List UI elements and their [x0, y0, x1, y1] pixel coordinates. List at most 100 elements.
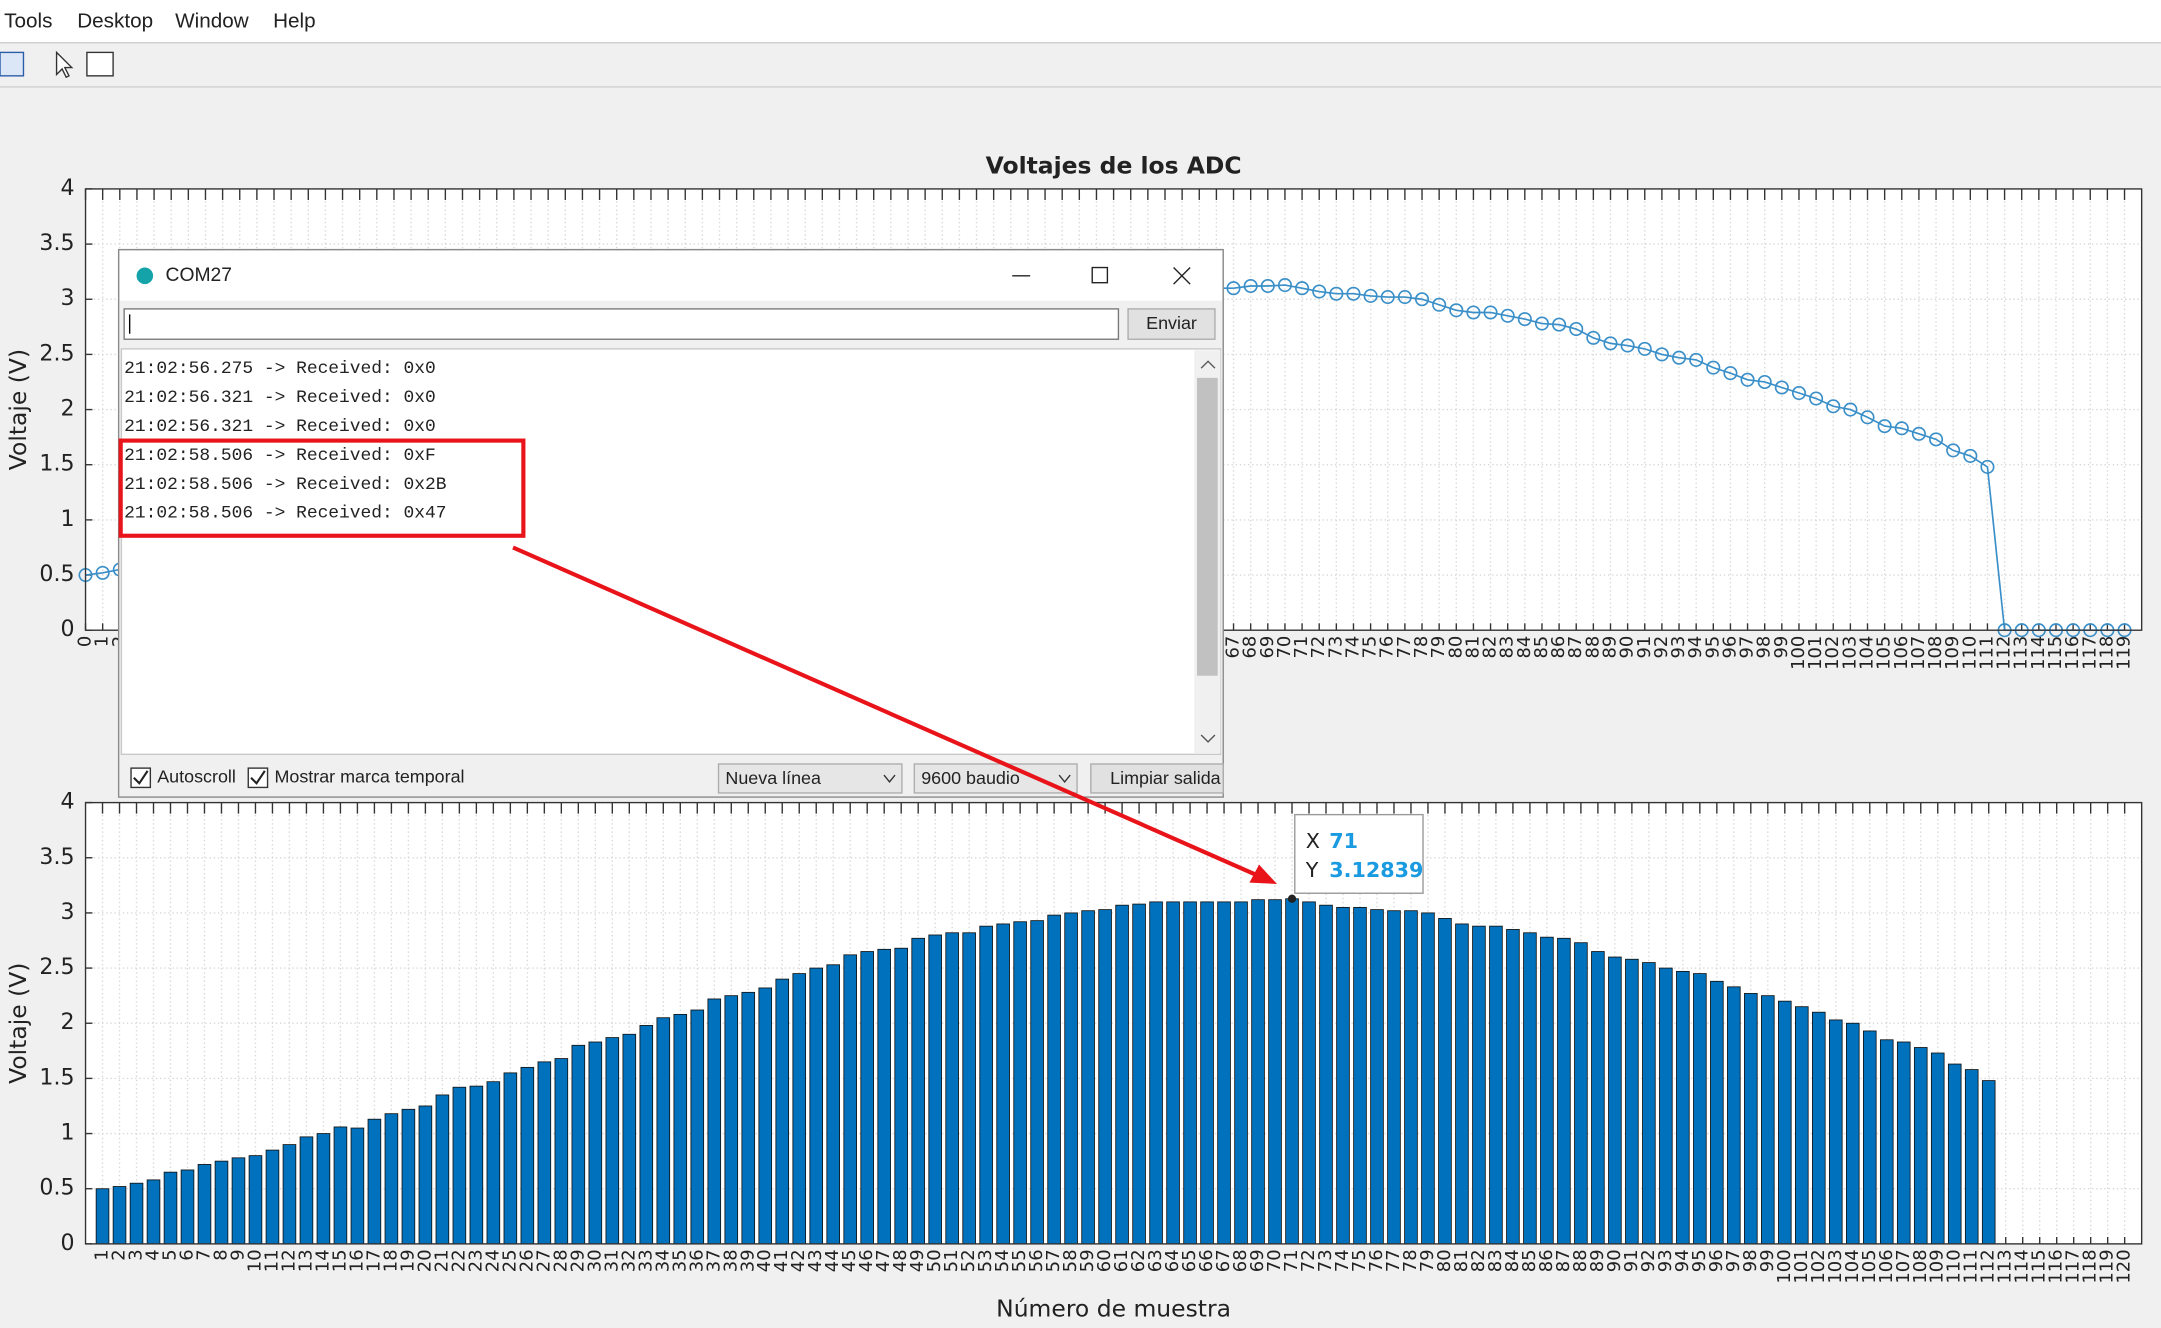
- x-tick-label: 21: [431, 1249, 452, 1272]
- x-tick-label: 71: [1281, 1249, 1302, 1272]
- marker: [1740, 372, 1755, 387]
- x-tick-label: 86: [1536, 1249, 1557, 1272]
- bar: [1149, 901, 1163, 1245]
- x-tick-label: 114: [2028, 636, 2049, 670]
- checkbox-label[interactable]: Autoscroll: [157, 767, 236, 787]
- bar: [163, 1171, 178, 1245]
- x-tick-label: 114: [2012, 1249, 2033, 1283]
- x-tick-label: 43: [805, 1249, 826, 1272]
- bar: [1455, 923, 1469, 1245]
- bar: [690, 1009, 705, 1245]
- marker: [1449, 303, 1464, 318]
- tool-icon[interactable]: [55, 50, 74, 79]
- x-tick-label: 76: [1366, 1249, 1387, 1272]
- scroll-up[interactable]: [1200, 360, 1216, 369]
- send-button[interactable]: [1127, 308, 1216, 340]
- input-field[interactable]: [123, 308, 1120, 340]
- tool-icon[interactable]: [0, 51, 25, 77]
- bar: [469, 1085, 484, 1245]
- x-tick-label: 62: [1128, 1249, 1149, 1272]
- x-tick-label: 11: [261, 1249, 282, 1272]
- bar: [1879, 1039, 1894, 1245]
- highlight-box: [118, 438, 526, 538]
- marker: [1946, 443, 1961, 458]
- x-tick-label: 117: [2079, 636, 2100, 670]
- bar: [826, 964, 841, 1245]
- x-tick-label: 44: [822, 1249, 843, 1272]
- chart-title: Voltajes de los ADC: [986, 151, 1242, 179]
- dropdown[interactable]: [913, 763, 1078, 794]
- x-tick-label: 36: [686, 1249, 707, 1272]
- send-button-label[interactable]: Enviar: [1146, 313, 1197, 333]
- bar: [758, 987, 773, 1245]
- bar: [792, 973, 807, 1245]
- dropdown-value[interactable]: 9600 baudio: [921, 768, 1020, 788]
- marker: [1757, 374, 1772, 390]
- dropdown-value[interactable]: Nueva línea: [725, 768, 821, 788]
- menu-item[interactable]: Desktop: [77, 10, 153, 33]
- x-tick-label: 110: [1944, 1249, 1965, 1283]
- bar: [95, 1188, 110, 1245]
- y-tick-label: 0.5: [39, 1176, 74, 1201]
- x-tick-label: 100: [1788, 636, 1809, 670]
- clear-button[interactable]: [1090, 763, 1224, 794]
- x-tick-label: 57: [1043, 1249, 1064, 1272]
- x-tick-label: 116: [2046, 1249, 2067, 1283]
- y-tick-label: 2.5: [39, 341, 74, 366]
- bar: [928, 934, 942, 1245]
- bar: [1370, 909, 1384, 1245]
- menu-item[interactable]: Window: [175, 10, 249, 33]
- marker: [1329, 286, 1344, 301]
- tool-icon[interactable]: [86, 51, 114, 77]
- x-tick-label: 63: [1145, 1249, 1166, 1272]
- scrollbar-thumb[interactable]: [1197, 377, 1218, 676]
- x-tick-label: 33: [635, 1249, 656, 1272]
- scroll-down[interactable]: [1200, 734, 1216, 743]
- bar: [962, 932, 976, 1245]
- output-line: 21:02:56.321 -> Received: 0x0: [124, 388, 436, 408]
- x-tick-label: 90: [1617, 636, 1638, 659]
- output-line: 21:02:56.321 -> Received: 0x0: [124, 417, 436, 437]
- x-tick-label: 5: [159, 1249, 180, 1260]
- bar: [877, 948, 891, 1245]
- x-tick-label: 73: [1325, 636, 1346, 659]
- x-tick-label: 15: [329, 1249, 350, 1272]
- x-tick-label: 102: [1822, 636, 1843, 670]
- x-tick-label: 92: [1651, 636, 1672, 659]
- datatip-value: 71: [1329, 829, 1358, 853]
- marker: [1346, 286, 1361, 301]
- maximize-button[interactable]: [1091, 266, 1109, 284]
- dropdown[interactable]: [717, 763, 903, 794]
- bar: [1591, 951, 1605, 1245]
- x-tick-label: 83: [1497, 636, 1518, 659]
- bar: [724, 995, 739, 1245]
- x-tick-label: 51: [941, 1249, 962, 1272]
- bar: [1234, 901, 1248, 1245]
- x-tick-label: 75: [1349, 1249, 1370, 1272]
- close-button[interactable]: [1173, 267, 1191, 285]
- bar: [1047, 914, 1061, 1245]
- marker: [1929, 432, 1944, 447]
- datatip-label: X: [1306, 829, 1320, 853]
- x-tick-label: 97: [1737, 636, 1758, 659]
- x-tick-label: 66: [1196, 1249, 1217, 1272]
- checkbox-label[interactable]: Mostrar marca temporal: [274, 767, 464, 787]
- clear-button-label[interactable]: Limpiar salida: [1110, 768, 1221, 788]
- menu-item[interactable]: Tools: [4, 10, 52, 33]
- x-tick-label: 87: [1553, 1249, 1574, 1272]
- bar: [1064, 912, 1078, 1245]
- menu-item[interactable]: Help: [273, 10, 316, 33]
- arrow-shaft: [512, 545, 1256, 877]
- x-tick-label: 58: [1060, 1249, 1081, 1272]
- x-tick-label: 97: [1723, 1249, 1744, 1272]
- x-tick-label: 2: [109, 1249, 130, 1260]
- x-tick-label: 119: [2097, 1249, 2118, 1283]
- y-axis-label: Voltaje (V): [4, 349, 32, 470]
- marker: [1894, 421, 1909, 436]
- x-tick-label: 110: [1959, 636, 1980, 670]
- x-tick-label: 80: [1445, 636, 1466, 659]
- x-tick-label: 86: [1548, 636, 1569, 659]
- output-area: [120, 348, 1222, 756]
- x-tick-label: 69: [1257, 636, 1278, 659]
